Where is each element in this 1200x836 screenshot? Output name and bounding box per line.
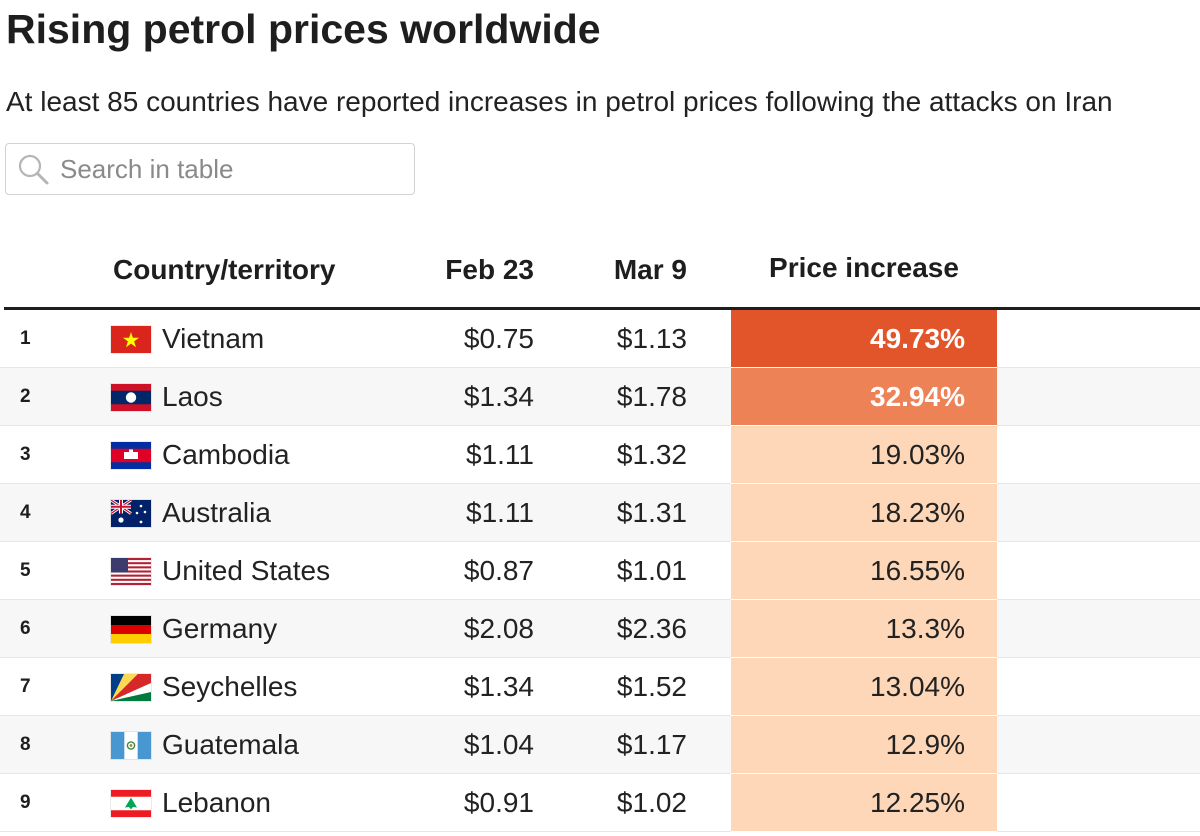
price-increase-value: 16.55% bbox=[870, 555, 965, 586]
row-rank: 8 bbox=[20, 734, 31, 755]
united-states-flag-icon bbox=[111, 558, 151, 585]
table-row: 6 Germany $2.08 $2.36 13.3% bbox=[0, 600, 1200, 658]
column-header-price-increase[interactable]: Price increase bbox=[769, 252, 959, 283]
row-rank: 1 bbox=[20, 328, 31, 349]
price-mar-9: $1.02 bbox=[616, 787, 687, 818]
price-mar-9: $2.36 bbox=[616, 613, 687, 644]
price-mar-9: $1.31 bbox=[616, 497, 687, 528]
price-increase-value: 12.25% bbox=[870, 787, 965, 818]
price-feb-23: $1.34 bbox=[463, 381, 534, 412]
table-header: Country/territory Feb 23 Mar 9 Price inc… bbox=[0, 240, 1200, 310]
price-feb-23: $1.34 bbox=[463, 671, 534, 702]
germany-flag-icon bbox=[111, 616, 151, 643]
cambodia-flag-icon bbox=[111, 442, 151, 469]
price-increase-value: 13.3% bbox=[885, 613, 965, 644]
price-increase-cell: 12.9% bbox=[731, 716, 997, 774]
price-increase-value: 13.04% bbox=[870, 671, 965, 702]
price-increase-cell: 19.03% bbox=[731, 426, 997, 484]
row-rank: 6 bbox=[20, 618, 31, 639]
seychelles-flag-icon bbox=[111, 674, 151, 701]
table-row: 1 Vietnam $0.75 $1.13 49.73% bbox=[0, 310, 1200, 368]
header-divider bbox=[4, 307, 1200, 310]
price-increase-value: 12.9% bbox=[885, 729, 965, 760]
price-feb-23: $0.87 bbox=[463, 555, 534, 586]
page-title: Rising petrol prices worldwide bbox=[6, 6, 601, 52]
country-name: Seychelles bbox=[162, 671, 298, 702]
price-feb-23: $1.04 bbox=[463, 729, 534, 760]
price-increase-cell: 49.73% bbox=[731, 310, 997, 368]
row-rank: 7 bbox=[20, 676, 31, 697]
row-rank: 2 bbox=[20, 386, 31, 407]
table-body: 1 Vietnam $0.75 $1.13 49.73% 2 Laos $1.3… bbox=[0, 310, 1200, 832]
row-rank: 3 bbox=[20, 444, 31, 465]
table-search[interactable] bbox=[5, 143, 415, 195]
price-increase-cell: 12.25% bbox=[731, 774, 997, 832]
laos-flag-icon bbox=[111, 384, 151, 411]
price-feb-23: $1.11 bbox=[466, 439, 534, 470]
price-mar-9: $1.78 bbox=[616, 381, 687, 412]
table-row: 5 United States $0.87 $1.01 16.55% bbox=[0, 542, 1200, 600]
price-increase-cell: 18.23% bbox=[731, 484, 997, 542]
price-increase-cell: 13.04% bbox=[731, 658, 997, 716]
column-header-feb-23[interactable]: Feb 23 bbox=[445, 254, 534, 285]
price-increase-cell: 32.94% bbox=[731, 368, 997, 426]
price-mar-9: $1.01 bbox=[616, 555, 687, 586]
page-subtitle: At least 85 countries have reported incr… bbox=[6, 86, 1113, 117]
country-name: Germany bbox=[162, 613, 278, 644]
row-rank: 4 bbox=[20, 502, 31, 523]
table-row: 7 Seychelles $1.34 $1.52 13.04% bbox=[0, 658, 1200, 716]
table-row: 9 Lebanon $0.91 $1.02 12.25% bbox=[0, 774, 1200, 832]
price-feb-23: $0.75 bbox=[463, 323, 534, 354]
country-name: Cambodia bbox=[162, 439, 290, 470]
search-input[interactable] bbox=[60, 153, 400, 185]
country-name: Australia bbox=[162, 497, 271, 528]
price-increase-value: 49.73% bbox=[870, 323, 965, 354]
table-row: 8 Guatemala $1.04 $1.17 12.9% bbox=[0, 716, 1200, 774]
price-mar-9: $1.32 bbox=[616, 439, 687, 470]
guatemala-flag-icon bbox=[111, 732, 151, 759]
lebanon-flag-icon bbox=[111, 790, 151, 817]
price-mar-9: $1.17 bbox=[616, 729, 687, 760]
price-mar-9: $1.52 bbox=[616, 671, 687, 702]
row-rank: 9 bbox=[20, 792, 31, 813]
country-name: Vietnam bbox=[162, 323, 265, 354]
column-header-country[interactable]: Country/territory bbox=[113, 254, 336, 285]
country-name: Laos bbox=[162, 381, 223, 412]
column-header-mar-9[interactable]: Mar 9 bbox=[613, 254, 687, 285]
australia-flag-icon bbox=[111, 500, 151, 527]
price-increase-cell: 13.3% bbox=[731, 600, 997, 658]
price-feb-23: $0.91 bbox=[463, 787, 534, 818]
price-feb-23: $2.08 bbox=[463, 613, 534, 644]
country-name: Lebanon bbox=[162, 787, 272, 818]
price-mar-9: $1.13 bbox=[616, 323, 687, 354]
table-row: 4 Australia $1.11 $1.31 18.23% bbox=[0, 484, 1200, 542]
table-row: 2 Laos $1.34 $1.78 32.94% bbox=[0, 368, 1200, 426]
row-rank: 5 bbox=[20, 560, 31, 581]
country-name: United States bbox=[162, 555, 331, 586]
price-increase-cell: 16.55% bbox=[731, 542, 997, 600]
search-icon bbox=[6, 144, 60, 194]
price-increase-value: 32.94% bbox=[870, 381, 965, 412]
price-increase-value: 18.23% bbox=[870, 497, 965, 528]
vietnam-flag-icon bbox=[111, 326, 151, 353]
table-row: 3 Cambodia $1.11 $1.32 19.03% bbox=[0, 426, 1200, 484]
price-increase-value: 19.03% bbox=[870, 439, 965, 470]
country-name: Guatemala bbox=[162, 729, 299, 760]
price-feb-23: $1.11 bbox=[466, 497, 534, 528]
